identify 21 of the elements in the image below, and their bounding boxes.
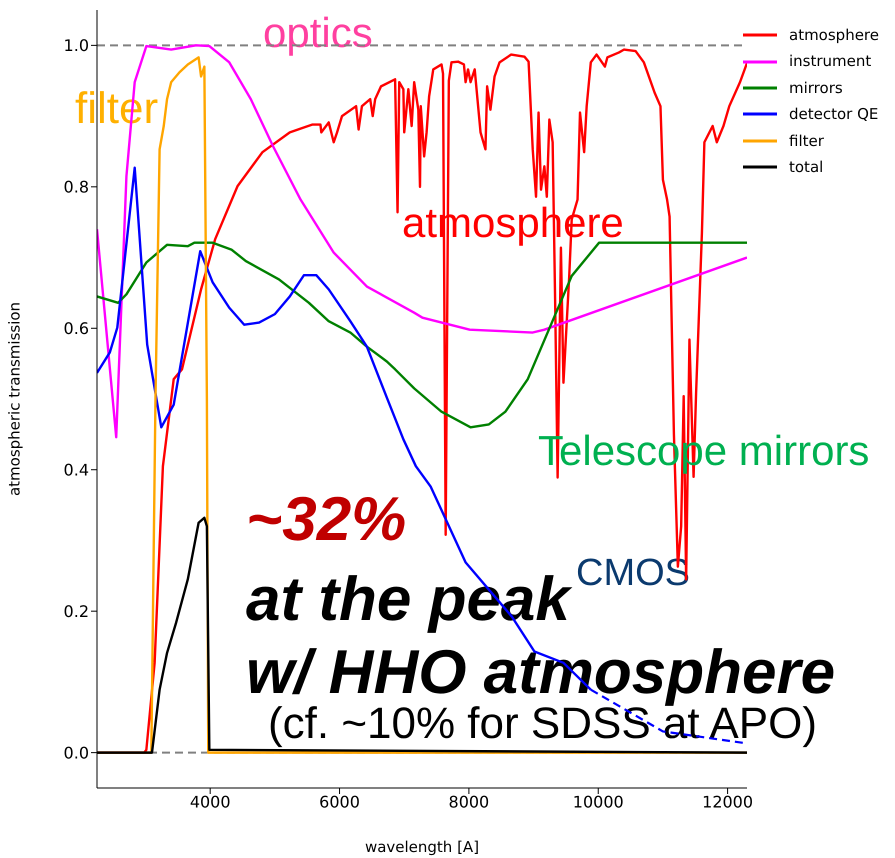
y-tick-label: 0.2	[64, 602, 89, 621]
legend-label: detector QE	[789, 104, 878, 126]
y-tick-label: 0.0	[64, 743, 89, 762]
legend-label: filter	[789, 130, 824, 152]
legend-label: mirrors	[789, 78, 843, 99]
y-tick-label: 1.0	[64, 36, 89, 56]
legend-label: atmosphere	[789, 25, 879, 46]
legend-label: instrument	[789, 51, 872, 72]
annotation: ~32%	[246, 485, 406, 554]
annotation: CMOS	[576, 552, 690, 594]
x-tick-label: 4000	[190, 792, 231, 812]
y-axis-title: atmospheric transmission	[5, 302, 24, 496]
x-axis-title: wavelength [A]	[364, 838, 480, 856]
x-tick-label: 8000	[448, 792, 490, 812]
legend-label: total	[789, 157, 824, 178]
y-tick-label: 0.4	[64, 460, 89, 480]
y-tick-label: 0.6	[64, 318, 89, 338]
y-tick-label: 0.8	[64, 178, 89, 196]
x-tick-label: 6000	[319, 792, 360, 812]
x-tick-label: 10000	[572, 792, 624, 812]
x-tick-label: 12000	[702, 792, 754, 812]
